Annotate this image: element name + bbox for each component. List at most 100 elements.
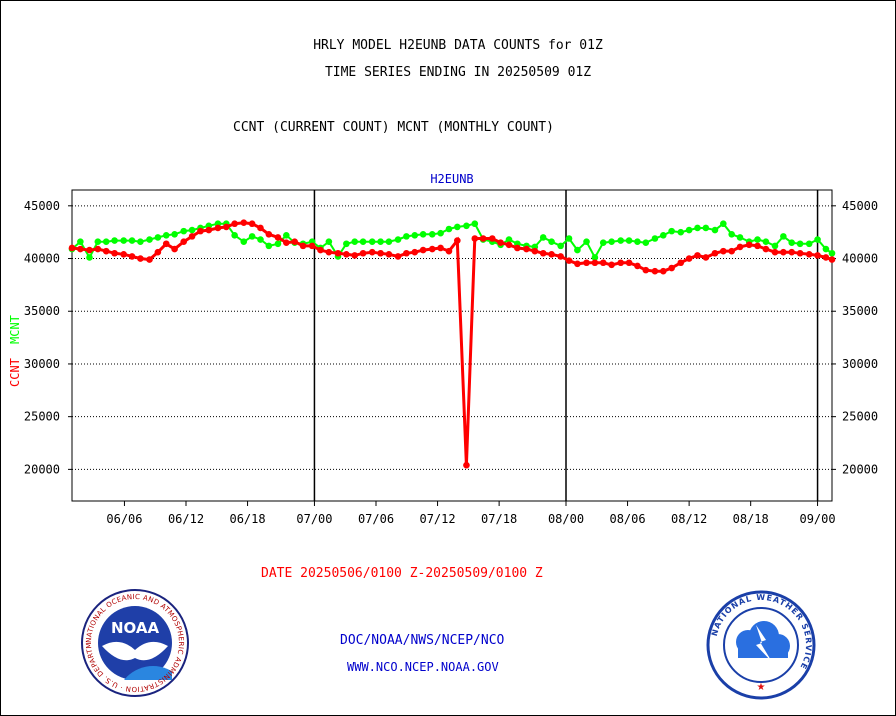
data-point-ccnt [180, 238, 188, 245]
data-point-mcnt [146, 236, 153, 243]
nws-logo: NATIONAL WEATHER SERVICE ★ [706, 590, 816, 700]
x-tick-label: 09/00 [799, 512, 835, 526]
data-point-ccnt [539, 249, 547, 257]
data-point-mcnt [828, 249, 836, 257]
date-range-label: DATE 20250506/0100 Z-20250509/0100 Z [261, 566, 543, 581]
data-point-ccnt [128, 253, 136, 260]
y-tick-label-left: 20000 [24, 462, 60, 476]
data-point-ccnt [505, 241, 513, 249]
data-point-ccnt [754, 242, 761, 250]
data-point-ccnt [437, 244, 444, 252]
data-point-mcnt [162, 232, 170, 239]
data-point-ccnt [86, 246, 93, 254]
data-point-mcnt [574, 246, 581, 254]
data-point-mcnt [411, 232, 419, 239]
x-tick-label: 07/18 [481, 512, 517, 526]
data-point-ccnt [214, 224, 222, 232]
data-point-ccnt [428, 245, 436, 253]
svg-text:★: ★ [757, 682, 766, 693]
data-point-ccnt [608, 261, 615, 269]
plot-title: H2EUNB [430, 172, 473, 186]
data-point-ccnt [463, 461, 470, 469]
data-point-ccnt [274, 234, 282, 241]
data-point-mcnt [154, 234, 162, 241]
data-point-ccnt [583, 259, 590, 267]
data-point-mcnt [283, 232, 290, 239]
data-point-mcnt [583, 238, 590, 245]
data-point-mcnt [77, 238, 84, 245]
data-point-ccnt [805, 251, 813, 258]
series-line-ccnt [71, 221, 833, 466]
data-point-ccnt [248, 220, 256, 228]
website-link[interactable]: WWW.NCO.NCEP.NOAA.GOV [347, 660, 499, 674]
data-point-ccnt [120, 251, 127, 258]
data-point-ccnt [154, 248, 162, 256]
chart-title-line2: TIME SERIES ENDING IN 20250509 01Z [324, 65, 592, 80]
data-point-mcnt [377, 238, 384, 245]
x-tick-label: 08/06 [609, 512, 645, 526]
data-point-mcnt [368, 238, 376, 245]
x-tick-label: 08/00 [548, 512, 584, 526]
data-point-mcnt [634, 238, 641, 245]
data-point-ccnt [599, 259, 607, 267]
data-point-ccnt [102, 247, 110, 255]
data-point-mcnt [359, 238, 367, 245]
y-tick-label-left: 30000 [24, 357, 60, 371]
data-point-mcnt [171, 230, 178, 238]
x-tick-label: 07/00 [296, 512, 332, 526]
data-point-ccnt [411, 248, 419, 256]
data-point-ccnt [762, 245, 770, 253]
data-point-mcnt [437, 229, 444, 237]
data-point-mcnt [694, 224, 701, 232]
y-axis-label-mcnt: MCNT [8, 315, 22, 344]
data-point-mcnt [754, 236, 761, 243]
data-point-mcnt [325, 238, 333, 245]
data-point-mcnt [385, 238, 393, 245]
data-point-mcnt [471, 220, 479, 228]
data-point-mcnt [94, 238, 102, 245]
data-point-mcnt [548, 238, 555, 245]
data-point-ccnt [162, 240, 170, 248]
data-point-mcnt [351, 238, 359, 245]
noaa-logo-text: NOAA [111, 619, 160, 637]
data-point-ccnt [403, 249, 410, 257]
data-point-mcnt [617, 237, 625, 244]
data-point-mcnt [445, 225, 453, 233]
data-point-ccnt [291, 238, 298, 245]
data-point-mcnt [771, 242, 779, 250]
data-point-mcnt [796, 240, 804, 248]
data-point-ccnt [557, 253, 564, 260]
data-point-mcnt [428, 230, 436, 238]
data-point-ccnt [240, 219, 248, 226]
data-point-ccnt [299, 242, 307, 250]
data-point-ccnt [479, 235, 487, 242]
data-point-mcnt [814, 236, 821, 243]
data-point-ccnt [343, 251, 350, 258]
data-point-mcnt [248, 233, 256, 240]
data-point-mcnt [403, 233, 410, 240]
data-point-mcnt [762, 238, 770, 245]
data-point-ccnt [471, 235, 479, 242]
y-tick-label-right: 35000 [842, 304, 878, 318]
data-point-ccnt [385, 251, 393, 258]
data-point-ccnt [711, 249, 719, 257]
chart-subtitle: CCNT (CURRENT COUNT) MCNT (MONTHLY COUNT… [233, 120, 554, 135]
data-point-ccnt [146, 256, 153, 263]
y-tick-label-left: 25000 [24, 410, 60, 424]
data-point-ccnt [111, 249, 118, 257]
data-point-mcnt [677, 228, 685, 236]
data-point-ccnt [445, 247, 453, 255]
data-point-ccnt [514, 244, 521, 252]
data-point-ccnt [488, 235, 496, 242]
data-point-mcnt [111, 237, 118, 244]
y-tick-label-right: 20000 [842, 462, 878, 476]
data-point-mcnt [86, 254, 93, 261]
data-point-mcnt [668, 227, 675, 235]
data-point-mcnt [274, 240, 282, 248]
data-point-ccnt [368, 248, 376, 256]
data-point-ccnt [325, 248, 333, 256]
data-point-mcnt [240, 238, 248, 245]
data-point-mcnt [539, 234, 547, 241]
y-tick-label-left: 45000 [24, 199, 60, 213]
data-point-ccnt [283, 239, 290, 247]
